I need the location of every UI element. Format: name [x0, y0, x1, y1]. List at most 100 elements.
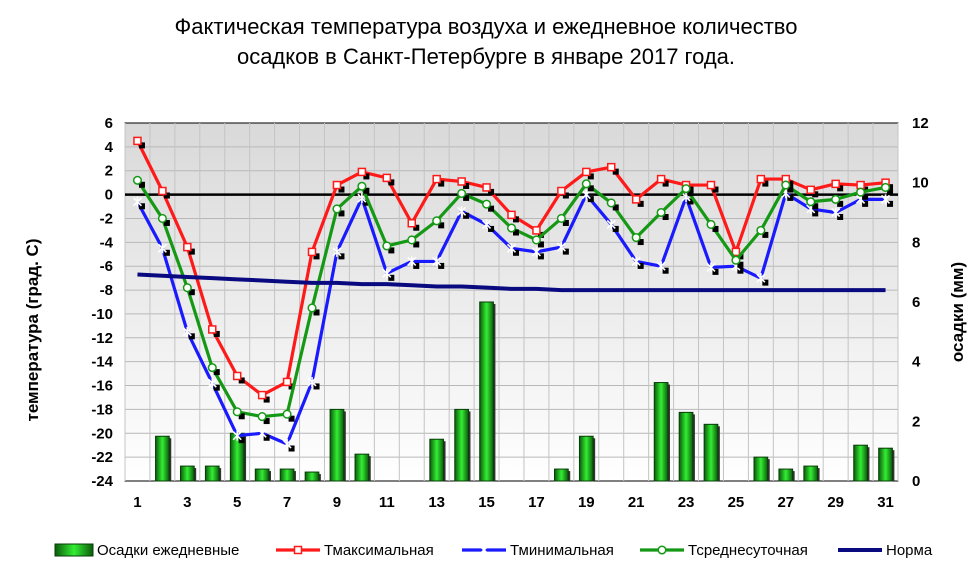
data-point-shadow	[188, 289, 195, 296]
data-point-shadow	[637, 200, 644, 207]
data-point-shadow	[862, 193, 869, 200]
data-point	[756, 225, 766, 235]
x-tick-label: 19	[578, 494, 595, 511]
data-point-shadow	[138, 142, 145, 149]
x-tick-label: 9	[333, 494, 341, 511]
data-point	[556, 242, 566, 253]
y-right-tick-label: 0	[912, 473, 920, 490]
data-point	[407, 218, 417, 228]
y-right-tick-label: 10	[912, 175, 929, 192]
data-point-shadow	[737, 267, 744, 274]
data-point-shadow	[213, 330, 220, 337]
data-point-shadow	[637, 262, 644, 269]
data-point-shadow	[163, 219, 170, 226]
chart-title-line-2: осадков в Санкт-Петербурге в январе 2017…	[236, 44, 736, 69]
data-point-shadow	[587, 185, 594, 192]
data-point	[232, 407, 242, 417]
data-point	[756, 273, 766, 284]
data-point-shadow	[687, 190, 694, 197]
data-point	[157, 213, 167, 224]
data-point-shadow	[338, 210, 345, 217]
data-point-shadow	[413, 262, 420, 269]
data-point	[457, 188, 467, 198]
data-point-shadow	[338, 186, 345, 193]
x-tick-label: 5	[233, 494, 241, 511]
legend-swatch	[54, 543, 94, 557]
data-point	[681, 184, 691, 194]
data-point	[382, 268, 392, 279]
data-point-shadow	[238, 413, 245, 420]
data-point-shadow	[562, 248, 569, 255]
data-point-shadow	[837, 200, 844, 207]
data-point-shadow	[587, 173, 594, 180]
data-point-shadow	[438, 180, 445, 187]
data-point-shadow	[363, 173, 370, 180]
data-point	[781, 180, 791, 190]
x-tick-label: 13	[428, 494, 445, 511]
data-point	[357, 167, 367, 177]
data-point	[706, 262, 716, 273]
precip-bar	[554, 468, 569, 482]
data-point	[282, 377, 292, 387]
data-point	[479, 545, 489, 555]
precip-bar	[778, 468, 794, 482]
data-point	[581, 179, 591, 189]
y-left-tick-label: -24	[91, 473, 113, 490]
data-point	[880, 182, 891, 192]
data-point	[880, 194, 891, 205]
data-point	[731, 247, 741, 257]
x-tick-label: 31	[877, 494, 894, 511]
data-point-shadow	[712, 268, 719, 275]
data-point-shadow	[288, 445, 295, 452]
precip-bar	[678, 411, 694, 482]
data-point	[332, 246, 342, 257]
data-point-shadow	[363, 199, 370, 206]
data-point-shadow	[787, 180, 794, 187]
data-point-shadow	[263, 434, 270, 441]
plot-area	[124, 122, 899, 482]
data-point-shadow	[787, 194, 794, 201]
precip-bar	[179, 465, 195, 482]
data-point-shadow	[313, 383, 320, 390]
data-point-shadow	[288, 415, 295, 422]
data-point	[457, 177, 466, 186]
data-point	[556, 213, 566, 224]
precip-bar	[454, 408, 469, 482]
data-point	[382, 241, 392, 251]
x-tick-label: 23	[678, 494, 695, 511]
data-point	[706, 219, 716, 229]
data-point-shadow	[188, 248, 195, 255]
legend-label: Тминимальная	[510, 542, 614, 559]
data-point	[532, 226, 541, 235]
data-point-shadow	[537, 253, 544, 260]
data-point-shadow	[762, 231, 769, 238]
legend-label: Тсреднесуточная	[688, 542, 808, 559]
data-point	[831, 207, 841, 218]
data-point	[157, 243, 167, 254]
data-point	[657, 545, 667, 555]
precip-bar	[853, 444, 868, 482]
data-point-shadow	[862, 186, 869, 193]
data-point-shadow	[213, 384, 220, 391]
data-point-shadow	[238, 437, 245, 444]
data-point-shadow	[513, 249, 519, 256]
data-point	[731, 255, 741, 265]
precip-bar	[878, 447, 893, 482]
data-point	[506, 243, 517, 254]
data-point	[307, 376, 317, 387]
data-point-shadow	[438, 262, 445, 269]
data-point	[257, 428, 267, 439]
x-tick-label: 1	[133, 494, 141, 511]
data-point-shadow	[612, 225, 619, 232]
data-point	[133, 136, 142, 146]
data-point-shadow	[313, 309, 320, 316]
data-point	[482, 199, 492, 209]
data-point-shadow	[138, 181, 145, 188]
precip-bar	[254, 468, 270, 482]
data-point-shadow	[238, 377, 245, 384]
data-point-shadow	[712, 225, 719, 232]
x-tick-label: 11	[379, 494, 395, 511]
data-point-shadow	[513, 229, 519, 236]
data-point-shadow	[787, 186, 794, 193]
